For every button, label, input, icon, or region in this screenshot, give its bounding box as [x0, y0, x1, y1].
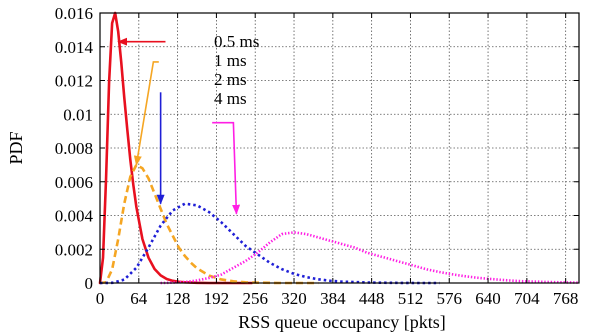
x-axis-label: RSS queue occupancy [pkts] — [238, 312, 445, 332]
y-tick-label: 0.012 — [55, 72, 93, 91]
y-axis-label: PDF — [6, 131, 26, 164]
x-tick-label: 768 — [553, 289, 579, 308]
y-tick-label: 0.016 — [55, 4, 93, 23]
x-tick-label: 448 — [359, 289, 385, 308]
annotation-label: 4 ms — [214, 89, 247, 108]
y-tick-label: 0.01 — [63, 105, 93, 124]
series-line-4-ms — [160, 231, 580, 285]
x-tick-label: 256 — [242, 289, 268, 308]
x-tick-label: 640 — [475, 289, 501, 308]
x-tick-label: 192 — [204, 289, 230, 308]
x-tick-label: 576 — [436, 289, 462, 308]
annotation-label: 2 ms — [214, 70, 247, 89]
annotation-arrow — [212, 121, 241, 215]
x-tick-labels: 0 64 128 192 256 320 384 448 512 576 640 704 768 — [96, 289, 579, 308]
y-tick-label: 0 — [85, 274, 94, 293]
x-tick-label: 384 — [320, 289, 346, 308]
annotation-label: 1 ms — [214, 51, 247, 70]
x-tick-label: 64 — [130, 289, 148, 308]
x-tick-label: 320 — [281, 289, 307, 308]
x-tick-label: 704 — [514, 289, 540, 308]
y-tick-label: 0.008 — [55, 139, 93, 158]
x-tick-label: 128 — [165, 289, 191, 308]
y-tick-label: 0.004 — [55, 207, 94, 226]
y-tick-label: 0.014 — [55, 38, 94, 57]
y-tick-labels: 0 0.002 0.004 0.006 0.008 0.01 0.012 0.014 0.016 — [55, 4, 94, 293]
annotation-arrow — [133, 61, 159, 166]
grid-lines — [100, 13, 579, 283]
annotation-label: 0.5 ms — [214, 32, 259, 51]
annotations-group: 0.5 ms1 ms2 ms4 ms — [117, 32, 259, 215]
x-tick-label: 512 — [398, 289, 424, 308]
x-tick-label: 0 — [96, 289, 105, 308]
tick-marks — [99, 12, 579, 284]
series-line-2-ms — [99, 202, 440, 285]
y-tick-label: 0.006 — [55, 173, 93, 192]
y-tick-label: 0.002 — [55, 240, 93, 259]
